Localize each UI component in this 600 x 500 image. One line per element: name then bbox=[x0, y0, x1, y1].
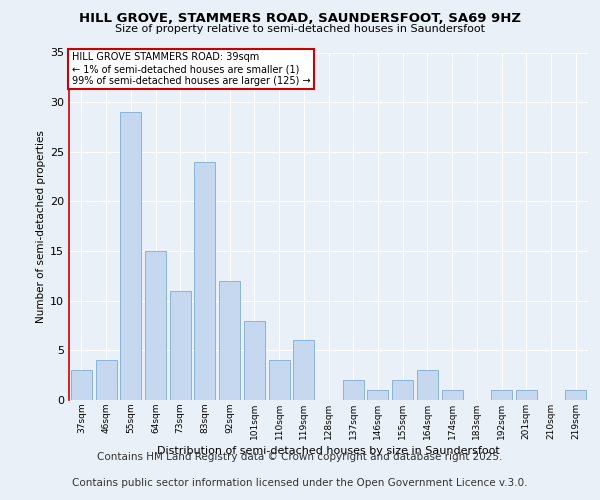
Bar bbox=[442, 390, 463, 400]
Bar bbox=[367, 390, 388, 400]
Bar bbox=[145, 251, 166, 400]
Bar bbox=[417, 370, 438, 400]
Bar bbox=[194, 162, 215, 400]
Text: Contains public sector information licensed under the Open Government Licence v.: Contains public sector information licen… bbox=[72, 478, 528, 488]
Bar bbox=[343, 380, 364, 400]
Bar bbox=[516, 390, 537, 400]
Bar bbox=[293, 340, 314, 400]
Text: HILL GROVE, STAMMERS ROAD, SAUNDERSFOOT, SA69 9HZ: HILL GROVE, STAMMERS ROAD, SAUNDERSFOOT,… bbox=[79, 12, 521, 26]
Bar bbox=[565, 390, 586, 400]
Bar bbox=[95, 360, 116, 400]
Text: Contains HM Land Registry data © Crown copyright and database right 2025.: Contains HM Land Registry data © Crown c… bbox=[97, 452, 503, 462]
Bar bbox=[120, 112, 141, 400]
Bar bbox=[219, 281, 240, 400]
X-axis label: Distribution of semi-detached houses by size in Saundersfoot: Distribution of semi-detached houses by … bbox=[157, 446, 500, 456]
Bar bbox=[491, 390, 512, 400]
Y-axis label: Number of semi-detached properties: Number of semi-detached properties bbox=[36, 130, 46, 322]
Bar bbox=[392, 380, 413, 400]
Bar bbox=[244, 320, 265, 400]
Bar bbox=[170, 291, 191, 400]
Text: HILL GROVE STAMMERS ROAD: 39sqm
← 1% of semi-detached houses are smaller (1)
99%: HILL GROVE STAMMERS ROAD: 39sqm ← 1% of … bbox=[71, 52, 310, 86]
Bar bbox=[71, 370, 92, 400]
Bar bbox=[269, 360, 290, 400]
Text: Size of property relative to semi-detached houses in Saundersfoot: Size of property relative to semi-detach… bbox=[115, 24, 485, 34]
